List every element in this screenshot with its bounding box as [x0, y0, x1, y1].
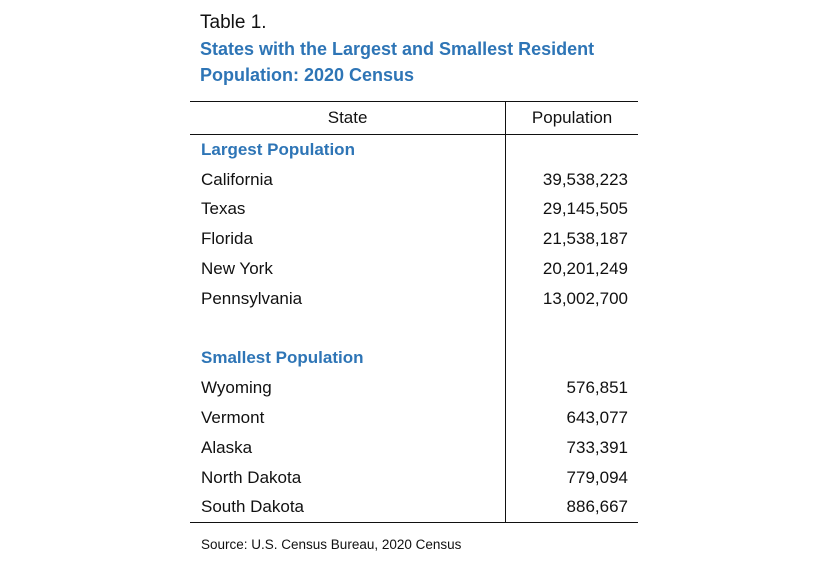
population-cell: 21,538,187 — [505, 224, 638, 255]
column-header-state: State — [190, 101, 506, 135]
title-line-1: States with the Largest and Smallest Res… — [200, 39, 595, 59]
table-number: Table 1. — [200, 12, 267, 33]
state-cell: Vermont — [201, 408, 265, 428]
column-header-population: Population — [505, 101, 638, 135]
table-caption: Table 1. States with the Largest and Sma… — [200, 12, 640, 88]
population-cell: 886,667 — [505, 492, 638, 524]
header-row: State Population — [190, 101, 638, 135]
population-cell: 20,201,249 — [505, 254, 638, 284]
state-cell: Wyoming — [201, 378, 272, 398]
group-heading-largest: Largest Population — [190, 134, 638, 165]
state-cell: New York — [201, 259, 273, 279]
table-row: Florida 21,538,187 — [190, 224, 638, 255]
table-row: Texas 29,145,505 — [190, 194, 638, 225]
population-cell: 733,391 — [505, 432, 638, 463]
population-cell: 643,077 — [505, 403, 638, 433]
population-cell: 13,002,700 — [505, 283, 638, 314]
table-row: Wyoming 576,851 — [190, 373, 638, 404]
population-cell: 576,851 — [505, 373, 638, 404]
table-row: South Dakota 886,667 — [190, 492, 638, 524]
table-row: Pennsylvania 13,002,700 — [190, 283, 638, 314]
population-cell: 39,538,223 — [505, 164, 638, 195]
table-title: States with the Largest and Smallest Res… — [200, 36, 640, 88]
state-cell: Pennsylvania — [201, 288, 303, 308]
source-note: Source: U.S. Census Bureau, 2020 Census — [201, 537, 462, 552]
table-row: North Dakota 779,094 — [190, 462, 638, 493]
group-heading-smallest: Smallest Population — [190, 343, 638, 374]
state-cell: Florida — [201, 229, 253, 249]
state-cell: South Dakota — [190, 492, 506, 524]
population-cell: 29,145,505 — [505, 194, 638, 225]
table-row: California 39,538,223 — [190, 164, 638, 195]
group-label: Smallest Population — [201, 348, 364, 368]
population-table: State Population Largest Population Cali… — [190, 101, 638, 524]
spacer-row — [190, 313, 638, 344]
group-label: Largest Population — [201, 139, 355, 159]
population-cell: 779,094 — [505, 462, 638, 493]
state-cell: North Dakota — [201, 467, 302, 487]
state-cell: Texas — [201, 199, 246, 219]
table-row: New York 20,201,249 — [190, 254, 638, 284]
state-cell: California — [201, 169, 273, 189]
table-row: Vermont 643,077 — [190, 403, 638, 433]
state-cell: Alaska — [201, 437, 253, 457]
title-line-2: Population: 2020 Census — [200, 65, 415, 85]
table-row: Alaska 733,391 — [190, 432, 638, 463]
